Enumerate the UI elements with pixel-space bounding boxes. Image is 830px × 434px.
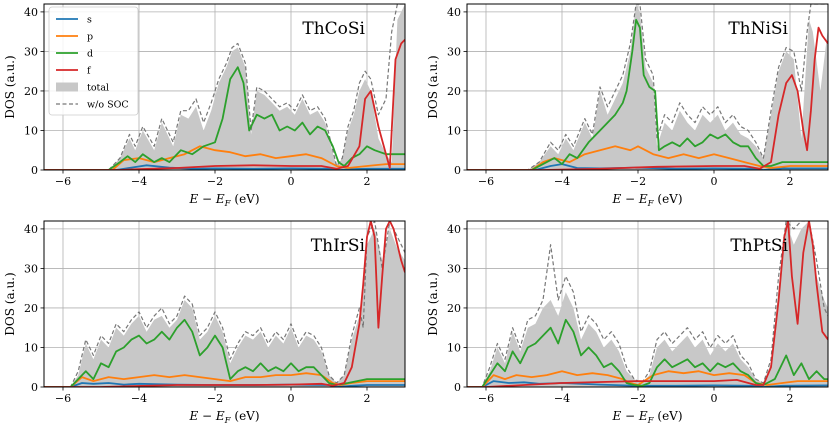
y-tick-label: 20: [24, 85, 38, 98]
series-d-line: [44, 66, 405, 170]
y-tick-label: 0: [31, 164, 38, 177]
y-tick-label: 30: [447, 45, 461, 58]
series-s-line: [44, 164, 405, 170]
series-f-line: [467, 221, 828, 387]
compound-label: ThPtSi: [730, 236, 788, 256]
series-total-area: [467, 221, 828, 387]
x-tick-label: −2: [630, 175, 646, 188]
y-axis-label: DOS (a.u.): [3, 55, 17, 118]
x-tick-label: −6: [478, 175, 494, 188]
y-tick-label: 40: [24, 6, 38, 19]
compound-label: ThIrSi: [311, 236, 366, 256]
x-axis-label: E − EF (eV): [188, 409, 259, 426]
x-tick-label: 0: [711, 392, 718, 405]
legend-label-total: total: [87, 83, 109, 94]
y-axis-label: DOS (a.u.): [426, 272, 440, 335]
x-tick-label: −2: [207, 175, 223, 188]
x-tick-label: 0: [288, 175, 295, 188]
series-p-line: [467, 145, 828, 170]
series-w-o-soc-line: [467, 221, 828, 387]
y-tick-label: 30: [24, 262, 38, 275]
series-d-line: [44, 318, 405, 387]
x-tick-label: 2: [364, 175, 371, 188]
x-tick-label: 0: [288, 392, 295, 405]
y-tick-label: 20: [24, 302, 38, 315]
x-axis-label: E − EF (eV): [611, 409, 682, 426]
x-tick-label: −6: [55, 175, 71, 188]
series-w-o-soc-line: [44, 4, 405, 170]
x-tick-label: −4: [554, 392, 570, 405]
x-axis-label: E − EF (eV): [188, 192, 259, 209]
y-tick-label: 10: [447, 341, 461, 354]
y-axis-label: DOS (a.u.): [3, 272, 17, 335]
x-axis-label: E − EF (eV): [611, 192, 682, 209]
x-tick-label: 2: [787, 392, 794, 405]
plot-frame: [43, 220, 406, 388]
series-f-line: [44, 221, 405, 387]
compound-label: ThCoSi: [302, 19, 365, 39]
series-d-line: [467, 318, 828, 387]
y-tick-label: 30: [447, 262, 461, 275]
compound-label: ThNiSi: [728, 19, 788, 39]
y-tick-label: 0: [31, 381, 38, 394]
x-tick-label: 2: [364, 392, 371, 405]
series-total-area: [467, 4, 828, 170]
series-w-o-soc-line: [44, 221, 405, 387]
legend-label-f: f: [87, 66, 92, 77]
x-tick-label: 0: [711, 175, 718, 188]
y-tick-label: 10: [447, 124, 461, 137]
y-tick-label: 0: [454, 164, 461, 177]
x-tick-label: −4: [131, 392, 147, 405]
legend-label-w-o-soc: w/o SOC: [87, 100, 129, 111]
y-tick-label: 10: [24, 124, 38, 137]
x-tick-label: −4: [131, 175, 147, 188]
y-axis-label: DOS (a.u.): [426, 55, 440, 118]
series-total-area: [44, 228, 405, 387]
legend-label-s: s: [87, 15, 92, 26]
x-tick-label: −2: [630, 392, 646, 405]
x-tick-label: −6: [55, 392, 71, 405]
y-tick-label: 20: [447, 85, 461, 98]
y-tick-label: 20: [447, 302, 461, 315]
plot-frame: [466, 3, 829, 171]
y-tick-label: 30: [24, 45, 38, 58]
series-w-o-soc-line: [467, 4, 828, 170]
y-tick-label: 10: [24, 341, 38, 354]
series-f-line: [467, 26, 828, 170]
legend-label-p: p: [87, 32, 93, 43]
legend-label-d: d: [87, 49, 93, 60]
x-tick-label: −2: [207, 392, 223, 405]
series-d-line: [467, 18, 828, 170]
series-f-line: [44, 38, 405, 170]
plot-frame: [466, 220, 829, 388]
plot-frame: [43, 3, 406, 171]
y-tick-label: 40: [24, 223, 38, 236]
x-tick-label: −4: [554, 175, 570, 188]
y-tick-label: 0: [454, 381, 461, 394]
x-tick-label: −6: [478, 392, 494, 405]
x-tick-label: 2: [787, 175, 794, 188]
y-tick-label: 40: [447, 223, 461, 236]
y-tick-label: 40: [447, 6, 461, 19]
legend-swatch-total: [56, 82, 78, 92]
